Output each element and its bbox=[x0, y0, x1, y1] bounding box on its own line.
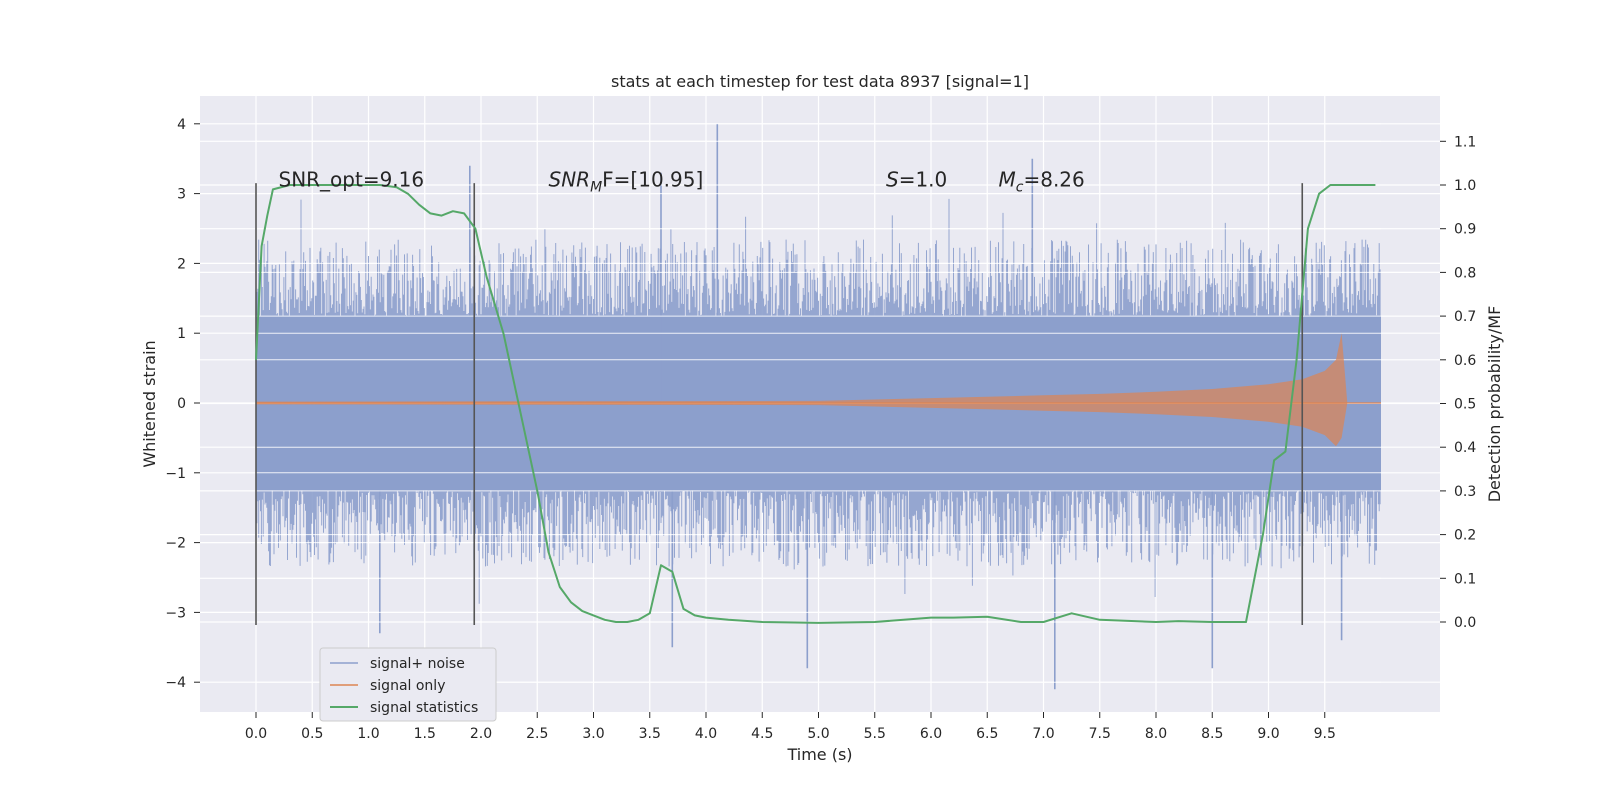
y2-tick-label-0: 1.1 bbox=[1454, 134, 1476, 150]
x-tick-label-7: 3.5 bbox=[639, 726, 661, 742]
x-tick-label-6: 3.0 bbox=[582, 726, 604, 742]
y2-tick-label-11: 0.0 bbox=[1454, 615, 1476, 631]
y-tick-label-6: −2 bbox=[165, 536, 186, 552]
x-tick-label-12: 6.0 bbox=[920, 726, 942, 742]
statistics-line bbox=[255, 184, 1376, 624]
x-tick-label-8: 4.0 bbox=[695, 726, 717, 742]
x-tick-label-18: 9.0 bbox=[1257, 726, 1279, 742]
y2-tick-label-4: 0.7 bbox=[1454, 309, 1476, 325]
y2-tick-label-9: 0.2 bbox=[1454, 528, 1476, 544]
x-tick-label-1: 0.5 bbox=[301, 726, 323, 742]
x-tick-label-9: 4.5 bbox=[751, 726, 773, 742]
x-tick-label-5: 2.5 bbox=[526, 726, 548, 742]
y2-tick-label-3: 0.8 bbox=[1454, 265, 1476, 281]
annotation-1: SNRMF=[10.95] bbox=[549, 168, 704, 196]
signal-statistics-series bbox=[255, 184, 1376, 624]
y-tick-label-8: −4 bbox=[165, 675, 186, 691]
y2-tick-label-5: 0.6 bbox=[1454, 353, 1476, 369]
y2-tick-label-6: 0.5 bbox=[1454, 397, 1476, 413]
x-tick-label-19: 9.5 bbox=[1314, 726, 1336, 742]
y-tick-label-3: 1 bbox=[177, 326, 186, 342]
vertical-markers bbox=[255, 183, 1304, 625]
x-axis-label: Time (s) bbox=[786, 745, 852, 764]
y-tick-label-0: 4 bbox=[177, 117, 186, 133]
x-tick-label-11: 5.5 bbox=[864, 726, 886, 742]
y2-tick-label-8: 0.3 bbox=[1454, 484, 1476, 500]
legend-box bbox=[319, 647, 497, 722]
x-tick-label-2: 1.0 bbox=[357, 726, 379, 742]
legend: signal+ noise signal only signal statist… bbox=[319, 647, 497, 722]
annotation-3: Mc=8.26 bbox=[999, 168, 1085, 196]
chart-title: stats at each timestep for test data 893… bbox=[611, 72, 1029, 91]
annotations: SNR_opt=9.16 SNRMF=[10.95] S=1.0 Mc=8.26 bbox=[279, 168, 1085, 196]
y2-tick-label-10: 0.1 bbox=[1454, 571, 1476, 587]
y-tick-label-5: −1 bbox=[165, 466, 186, 482]
x-tick-label-14: 7.0 bbox=[1032, 726, 1054, 742]
x-tick-label-0: 0.0 bbox=[245, 726, 267, 742]
y2-tick-label-7: 0.4 bbox=[1454, 440, 1476, 456]
y-axis-ticks: 4 3 2 1 0 −1 −2 −3 −4 bbox=[165, 117, 200, 691]
y2-axis-label: Detection probability/MF bbox=[1485, 306, 1504, 503]
x-tick-label-16: 8.0 bbox=[1145, 726, 1167, 742]
y-tick-label-2: 2 bbox=[177, 256, 186, 272]
signal-only-series bbox=[256, 333, 1381, 447]
x-tick-label-4: 2.0 bbox=[470, 726, 492, 742]
x-tick-label-3: 1.5 bbox=[414, 726, 436, 742]
legend-label-noise: signal+ noise bbox=[370, 656, 465, 672]
annotation-2: S=1.0 bbox=[886, 168, 947, 192]
annotation-0: SNR_opt=9.16 bbox=[279, 168, 425, 192]
legend-label-signal: signal only bbox=[370, 678, 445, 694]
x-tick-label-17: 8.5 bbox=[1201, 726, 1223, 742]
x-tick-label-10: 5.0 bbox=[807, 726, 829, 742]
y2-axis-ticks: 1.1 1.0 0.9 0.8 0.7 0.6 0.5 0.4 0.3 0.2 0.1 0.0 bbox=[1440, 134, 1476, 631]
y2-tick-label-2: 0.9 bbox=[1454, 222, 1476, 238]
x-axis-ticks: 0.0 0.5 1.0 1.5 2.0 2.5 3.0 3.5 4.0 4.5 5.0 5.5 6.0 6… bbox=[245, 712, 1336, 742]
y-tick-label-4: 0 bbox=[177, 396, 186, 412]
legend-label-stats: signal statistics bbox=[370, 700, 478, 716]
x-tick-label-15: 7.5 bbox=[1089, 726, 1111, 742]
y2-tick-label-1: 1.0 bbox=[1454, 178, 1476, 194]
y-axis-label: Whitened strain bbox=[140, 340, 159, 467]
y-tick-label-1: 3 bbox=[177, 187, 186, 203]
x-tick-label-13: 6.5 bbox=[976, 726, 998, 742]
y-tick-label-7: −3 bbox=[165, 605, 186, 621]
